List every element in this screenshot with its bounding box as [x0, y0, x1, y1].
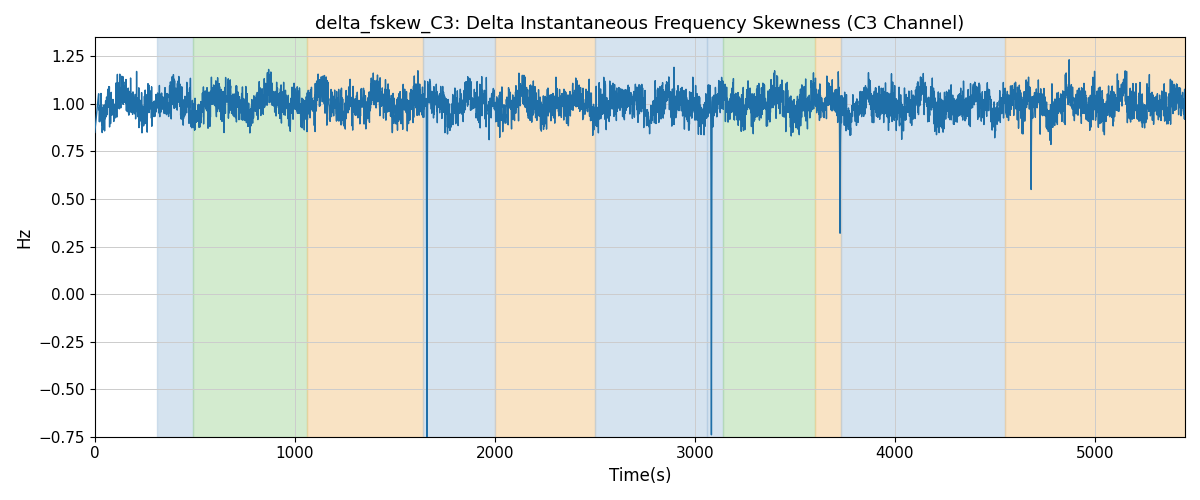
- Bar: [595, 38, 707, 436]
- Bar: [815, 38, 841, 436]
- Bar: [307, 38, 422, 436]
- Bar: [841, 38, 1004, 436]
- Y-axis label: Hz: Hz: [14, 226, 32, 248]
- Bar: [707, 38, 722, 436]
- Bar: [494, 38, 595, 436]
- Title: delta_fskew_C3: Delta Instantaneous Frequency Skewness (C3 Channel): delta_fskew_C3: Delta Instantaneous Freq…: [316, 15, 965, 34]
- Bar: [422, 38, 494, 436]
- X-axis label: Time(s): Time(s): [608, 467, 671, 485]
- Bar: [722, 38, 815, 436]
- Bar: [157, 38, 193, 436]
- Bar: [193, 38, 307, 436]
- Bar: [1004, 38, 1186, 436]
